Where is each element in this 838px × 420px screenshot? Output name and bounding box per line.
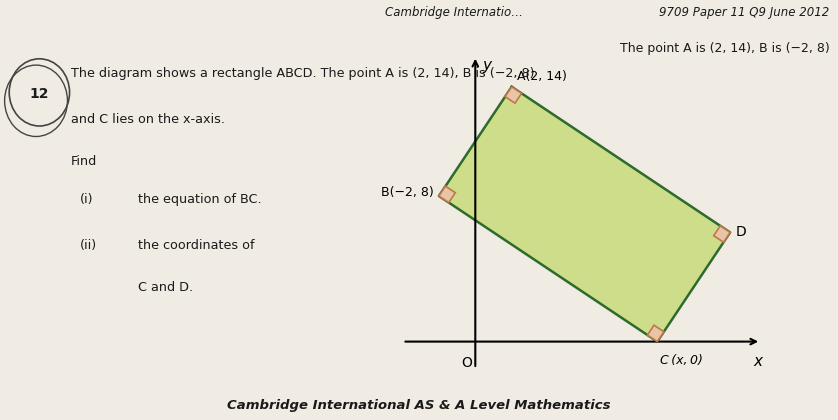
Text: O: O (461, 356, 472, 370)
Text: D: D (736, 226, 747, 239)
Polygon shape (439, 87, 730, 341)
Text: 12: 12 (29, 87, 49, 102)
Text: C and D.: C and D. (138, 281, 194, 294)
Polygon shape (505, 87, 521, 103)
Text: Cambridge Internatio…: Cambridge Internatio… (385, 6, 524, 19)
Text: The diagram shows a rectangle ABCD. The point A is (2, 14), B is (−2, 8): The diagram shows a rectangle ABCD. The … (71, 67, 535, 80)
Text: Cambridge International AS & A Level Mathematics: Cambridge International AS & A Level Mat… (227, 399, 611, 412)
Text: the coordinates of: the coordinates of (138, 239, 255, 252)
Text: Find: Find (71, 155, 97, 168)
Text: y: y (483, 58, 492, 73)
Text: the equation of BC.: the equation of BC. (138, 193, 262, 206)
Text: and C lies on the ​x​-axis.: and C lies on the ​x​-axis. (71, 113, 225, 126)
Text: The point A is (2, 14), B is (−2, 8): The point A is (2, 14), B is (−2, 8) (620, 42, 830, 55)
Text: x: x (753, 354, 762, 369)
Text: (ii): (ii) (80, 239, 96, 252)
Polygon shape (439, 186, 455, 202)
Polygon shape (714, 226, 730, 242)
Text: (i): (i) (80, 193, 93, 206)
Text: 9709 Paper 11 Q9 June 2012: 9709 Paper 11 Q9 June 2012 (660, 6, 830, 19)
Polygon shape (648, 325, 664, 341)
Text: A(2, 14): A(2, 14) (517, 70, 567, 83)
Text: C (x, 0): C (x, 0) (660, 354, 703, 368)
Text: B(−2, 8): B(−2, 8) (380, 186, 433, 199)
